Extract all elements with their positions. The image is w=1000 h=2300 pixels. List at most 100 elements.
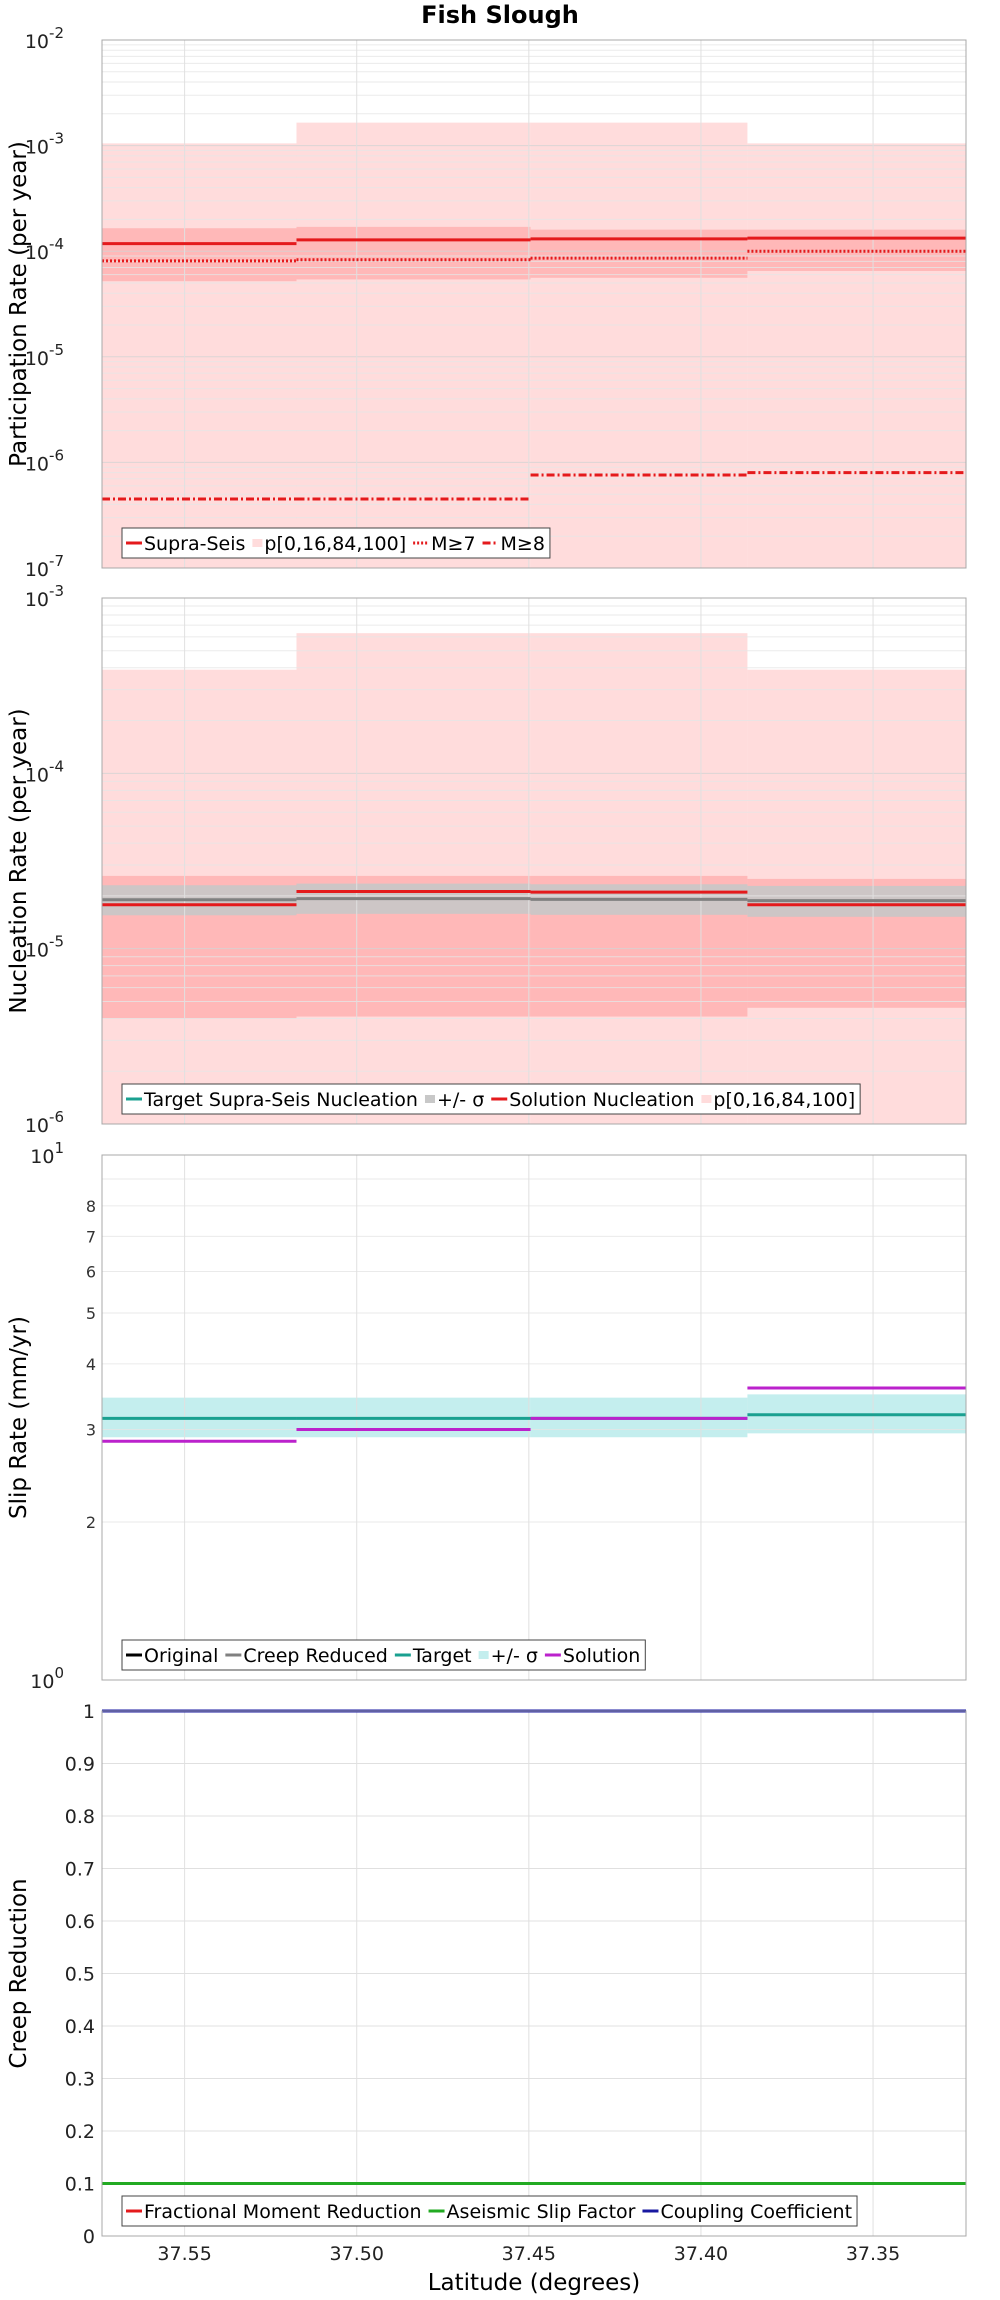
- y-tick-exponent: 1: [54, 1139, 64, 1157]
- y-tick-exponent: -6: [49, 1108, 64, 1126]
- chart-panel: 0 0.1 0.2 0.3 0.4 0.5 0.6 0.7 0.8 0.9 1 Creep Reduc…: [6, 1701, 967, 2248]
- y-tick-exponent: -5: [49, 341, 64, 359]
- x-axis-label: Latitude (degrees): [428, 2270, 641, 2296]
- legend-label: Original: [144, 1645, 218, 1667]
- band-segment: [530, 122, 748, 568]
- y-tick-exponent: -6: [49, 446, 64, 464]
- y-tick-exponent: -3: [49, 130, 64, 148]
- legend-label: Solution: [563, 1645, 640, 1667]
- x-tick-label: 37.50: [330, 2243, 384, 2265]
- legend-label: Target: [412, 1645, 472, 1667]
- y-tick-label: 10-5: [25, 933, 64, 962]
- y-minor-tick-label: 2: [86, 1513, 96, 1532]
- y-tick-label: 0.4: [65, 2016, 95, 2038]
- plot-frame: [101, 597, 967, 1125]
- legend-label: Solution Nucleation: [509, 1089, 694, 1111]
- y-tick-base: 10: [25, 1115, 49, 1137]
- plot-frame: [101, 1710, 967, 2237]
- legend-label: Coupling Coefficient: [660, 2201, 852, 2223]
- band-segment: [296, 122, 531, 568]
- y-tick-label: 10-2: [25, 24, 64, 53]
- y-tick-exponent: -7: [49, 552, 64, 570]
- legend: Target Supra-Seis Nucleation +/- σ Solutio…: [121, 1083, 861, 1115]
- y-tick-label: 0: [83, 2226, 95, 2248]
- y-tick-label: 0.9: [65, 1754, 95, 1776]
- y-axis-label: Participation Rate (per year): [6, 141, 32, 467]
- y-tick-base: 10: [25, 242, 49, 264]
- legend: Original Creep Reduced Target +/- σ Solution: [121, 1639, 646, 1671]
- y-minor-tick-label: 5: [86, 1304, 96, 1323]
- y-tick-label: 101: [30, 1139, 64, 1168]
- y-tick-label: 0.5: [65, 1964, 95, 1986]
- y-axis-label: Slip Rate (mm/yr): [6, 1316, 32, 1519]
- y-tick-label: 0.8: [65, 1806, 95, 1828]
- legend: Supra-Seis p[0,16,84,100] M≥7 M≥8: [121, 527, 551, 559]
- band-segment: [747, 143, 966, 568]
- y-tick-label: 10-6: [25, 446, 64, 475]
- legend-box: [121, 2195, 858, 2227]
- y-tick-label: 0.6: [65, 1911, 95, 1933]
- legend-box: [121, 1083, 861, 1115]
- y-tick-label: 10-3: [25, 130, 64, 159]
- y-tick-base: 10: [25, 137, 49, 159]
- y-tick-label: 100: [30, 1664, 64, 1693]
- legend-label: Aseismic Slip Factor: [447, 2201, 636, 2223]
- y-tick-base: 10: [25, 940, 49, 962]
- y-tick-base: 10: [25, 453, 49, 475]
- band-segment: [296, 226, 531, 280]
- y-tick-base: 10: [25, 348, 49, 370]
- x-tick-label: 37.45: [502, 2243, 556, 2265]
- x-axis: 37.55 37.50 37.45 37.40 37.35: [157, 2243, 900, 2265]
- legend-swatch: [701, 1095, 712, 1103]
- y-tick-label: 1: [83, 1701, 95, 1723]
- y-tick-exponent: -4: [49, 757, 64, 775]
- y-tick-label: 0.7: [65, 1859, 95, 1881]
- y-minor-tick-label: 3: [86, 1421, 96, 1440]
- y-tick-base: 10: [25, 559, 49, 581]
- y-tick-label: 10-7: [25, 552, 64, 581]
- y-minor-tick-label: 6: [86, 1262, 96, 1281]
- y-tick-base: 10: [25, 31, 49, 53]
- legend-label: Fractional Moment Reduction: [144, 2201, 422, 2223]
- plot-frame: [101, 39, 967, 569]
- band-segment: [102, 143, 297, 568]
- y-tick-base: 10: [25, 764, 49, 786]
- x-tick-label: 37.55: [157, 2243, 211, 2265]
- legend-swatch: [478, 1651, 489, 1659]
- y-tick-label: 0.1: [65, 2174, 95, 2196]
- legend: Fractional Moment Reduction Aseismic Slip…: [121, 2195, 858, 2227]
- y-tick-label: 10-4: [25, 235, 64, 264]
- y-tick-exponent: -3: [49, 582, 64, 600]
- x-tick-label: 37.40: [674, 2243, 728, 2265]
- x-tick-label: 37.35: [846, 2243, 900, 2265]
- plot-frame: [101, 1154, 967, 1681]
- y-tick-base: 10: [30, 1671, 54, 1693]
- y-tick-label: 0.2: [65, 2121, 95, 2143]
- band-segment: [530, 229, 748, 278]
- legend-label: Creep Reduced: [243, 1645, 387, 1667]
- y-tick-label: 10-4: [25, 757, 64, 786]
- y-minor-tick-label: 8: [86, 1197, 96, 1216]
- band-segment: [102, 228, 297, 282]
- y-axis-label: Creep Reduction: [6, 1878, 32, 2068]
- y-minor-tick-label: 7: [86, 1227, 96, 1246]
- legend-label: +/- σ: [491, 1645, 538, 1667]
- legend-box: [121, 527, 551, 559]
- legend-label: M≥8: [501, 533, 545, 555]
- legend-label: +/- σ: [437, 1089, 484, 1111]
- legend-label: Supra-Seis: [144, 533, 245, 555]
- y-tick-exponent: -5: [49, 933, 64, 951]
- y-tick-exponent: 0: [54, 1664, 64, 1682]
- y-tick-label: 10-3: [25, 582, 64, 611]
- y-tick-label: 10-5: [25, 341, 64, 370]
- legend-label: p[0,16,84,100]: [713, 1089, 855, 1111]
- legend-swatch: [424, 1095, 435, 1103]
- y-tick-base: 10: [30, 1146, 54, 1168]
- figure-title: Fish Slough: [421, 1, 579, 29]
- legend-label: p[0,16,84,100]: [264, 533, 406, 555]
